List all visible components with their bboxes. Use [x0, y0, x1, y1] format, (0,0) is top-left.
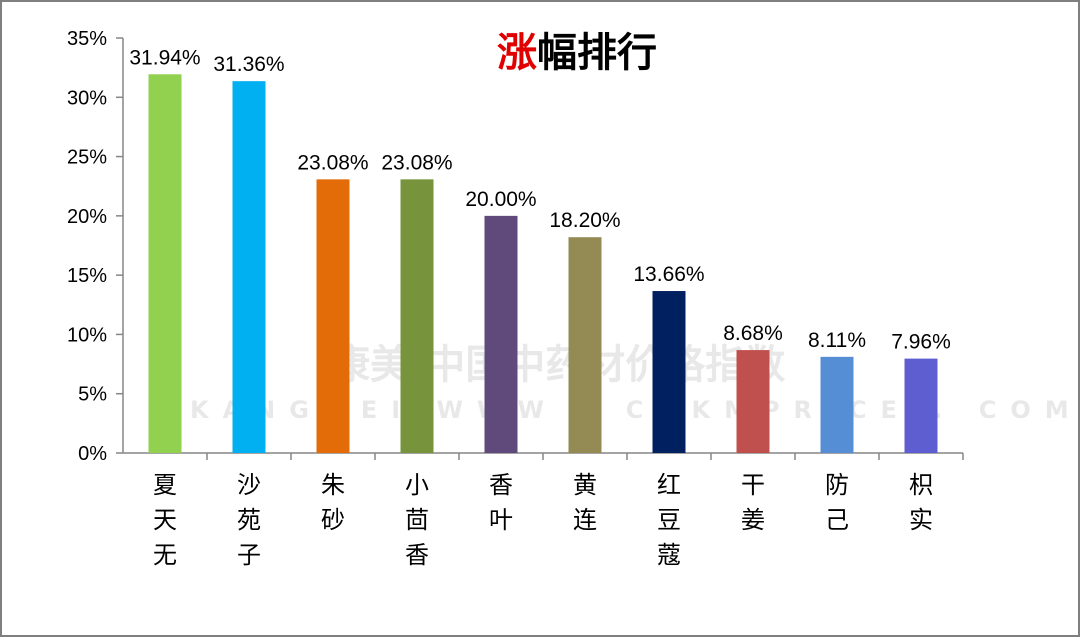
- y-tick-label: 25%: [67, 147, 107, 169]
- x-tick-label: 红豆蔻: [657, 471, 681, 569]
- y-tick-label: 20%: [67, 206, 107, 228]
- bar: [904, 358, 938, 453]
- bars: [148, 74, 964, 460]
- y-tick-label: 0%: [78, 443, 107, 465]
- bar: [484, 215, 518, 453]
- data-label: 18.20%: [549, 209, 620, 232]
- data-label: 31.94%: [129, 46, 200, 69]
- watermark-line1: 康美·中国中药材价格指数: [330, 342, 785, 388]
- bar: [568, 237, 602, 453]
- y-tick-label: 15%: [67, 265, 107, 287]
- data-label: 23.08%: [381, 151, 452, 174]
- chart-title-part: 涨: [497, 30, 537, 76]
- x-tick-label: 枳实: [909, 471, 933, 534]
- data-label: 23.08%: [297, 151, 368, 174]
- data-label: 8.11%: [808, 329, 866, 352]
- y-tick-label: 10%: [67, 324, 107, 346]
- chart-title: 涨幅排行: [497, 30, 657, 76]
- bar: [232, 81, 266, 453]
- x-tick-label: 小茴香: [405, 471, 429, 569]
- data-labels: 31.94% 31.36% 23.08% 23.08% 20.00% 18.20% 13.6…: [129, 46, 950, 353]
- bar: [400, 179, 434, 453]
- y-tick-label: 35%: [67, 28, 107, 50]
- x-tick-label: 香叶: [489, 471, 513, 534]
- x-tick-label: 黄连: [573, 471, 597, 534]
- x-tick-label: 干姜: [741, 471, 765, 534]
- x-tick-label: 沙苑子: [237, 471, 261, 569]
- data-label: 20.00%: [465, 188, 536, 211]
- bar: [316, 179, 350, 453]
- data-label: 31.36%: [213, 53, 284, 76]
- x-tick-label: 夏天无: [153, 471, 177, 569]
- chart-title-part: 幅排行: [537, 30, 657, 76]
- data-label: 13.66%: [633, 263, 704, 286]
- y-tick-label: 5%: [78, 384, 107, 406]
- bar: [652, 291, 686, 453]
- y-tick-label: 30%: [67, 87, 107, 109]
- bar: [148, 74, 182, 453]
- bar: [736, 350, 770, 453]
- y-axis-ticks: 0% 5% 10% 15% 20% 25% 30% 35%: [67, 28, 123, 465]
- x-tick-label: 防己: [825, 471, 849, 534]
- data-label: 7.96%: [891, 331, 951, 354]
- x-tick-label: 朱砂: [321, 471, 345, 534]
- bar: [820, 356, 854, 453]
- data-label: 8.68%: [723, 322, 783, 345]
